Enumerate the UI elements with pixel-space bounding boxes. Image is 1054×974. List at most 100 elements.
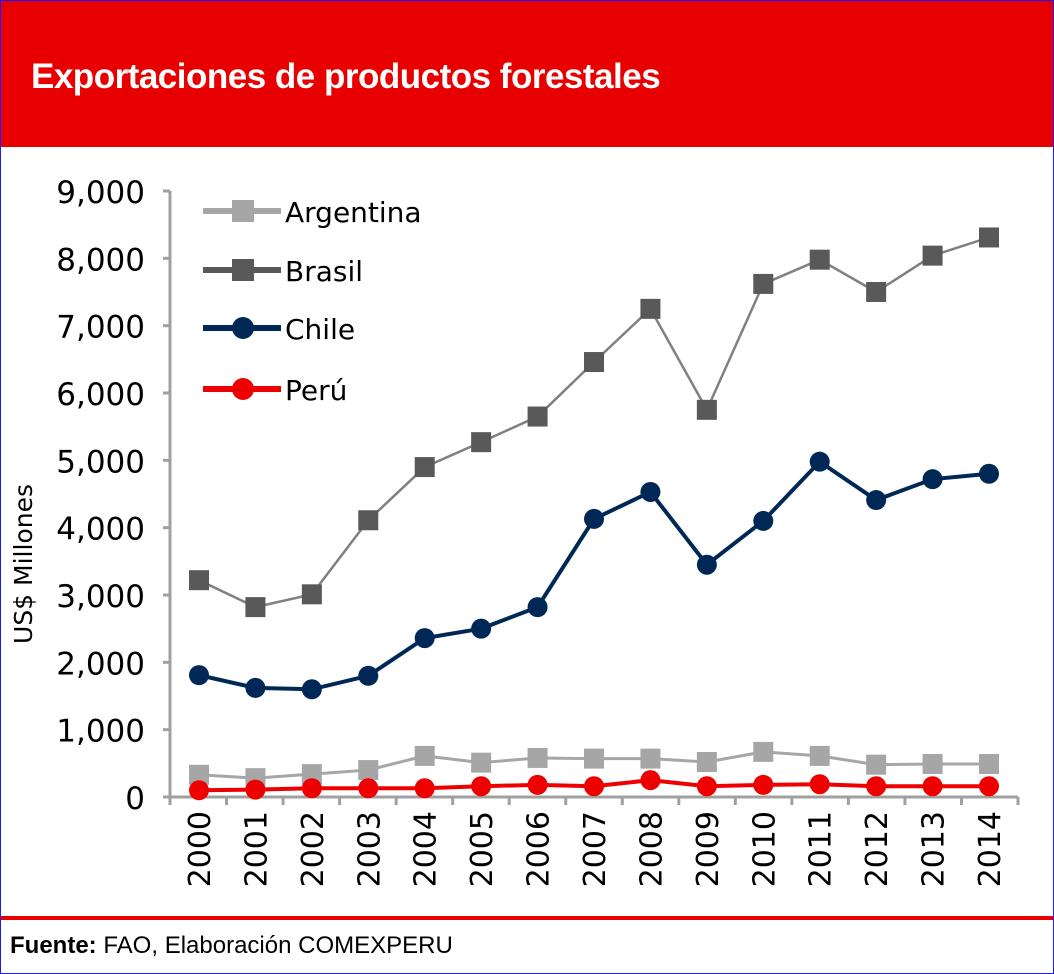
header-banner: Exportaciones de productos forestales bbox=[1, 1, 1053, 147]
data-point-argentina bbox=[696, 751, 717, 772]
data-point-brasil bbox=[471, 432, 492, 453]
x-tick-label: 2006 bbox=[522, 811, 557, 887]
data-point-argentina bbox=[189, 764, 209, 785]
data-point-peru bbox=[696, 776, 717, 797]
data-point-argentina bbox=[301, 764, 322, 785]
y-tick-label: 5,000 bbox=[56, 444, 145, 480]
data-point-peru bbox=[358, 778, 379, 799]
data-point-argentina bbox=[527, 747, 548, 768]
x-tick-label: 2007 bbox=[578, 811, 613, 887]
y-tick-label: 7,000 bbox=[56, 310, 145, 346]
data-point-argentina bbox=[866, 754, 887, 775]
legend-marker-peru bbox=[232, 378, 254, 400]
data-point-peru bbox=[245, 779, 266, 800]
data-point-argentina bbox=[640, 748, 661, 769]
legend-label-chile: Chile bbox=[285, 313, 355, 346]
x-tick-label: 2011 bbox=[804, 811, 839, 887]
data-point-peru bbox=[301, 778, 322, 799]
data-point-brasil bbox=[245, 597, 266, 618]
x-tick-label: 2000 bbox=[183, 811, 218, 887]
source-label: Fuente: bbox=[10, 932, 97, 959]
legend-label-argentina: Argentina bbox=[285, 196, 422, 229]
data-point-brasil bbox=[358, 510, 379, 531]
data-point-peru bbox=[527, 774, 548, 795]
data-point-argentina bbox=[979, 754, 999, 775]
data-point-chile bbox=[866, 490, 887, 511]
data-point-brasil bbox=[301, 584, 322, 605]
line-chart: 0 1,000 2,000 3,000 4,000 5,000 6,000 7,000 8,00… bbox=[9, 175, 1020, 887]
y-tick-label: 6,000 bbox=[56, 377, 145, 413]
data-point-chile bbox=[753, 510, 774, 531]
legend-marker-chile bbox=[232, 317, 254, 339]
data-point-chile bbox=[979, 463, 999, 484]
data-point-chile bbox=[640, 481, 661, 502]
x-tick-label: 2014 bbox=[973, 811, 1008, 887]
data-point-chile bbox=[301, 679, 322, 700]
data-point-peru bbox=[471, 776, 492, 797]
legend-marker-argentina bbox=[232, 200, 254, 222]
data-point-brasil bbox=[922, 245, 943, 266]
source-text: FAO, Elaboración COMEXPERU bbox=[96, 932, 453, 959]
x-tick-label: 2008 bbox=[634, 811, 669, 887]
x-tick-label: 2003 bbox=[352, 811, 387, 887]
y-tick-label: 1,000 bbox=[56, 714, 145, 750]
data-point-argentina bbox=[922, 754, 943, 775]
y-tick-label: 8,000 bbox=[56, 242, 145, 278]
data-point-chile bbox=[245, 677, 266, 698]
data-point-peru bbox=[753, 774, 774, 795]
data-point-brasil bbox=[527, 406, 548, 427]
data-point-brasil bbox=[414, 457, 435, 478]
y-tick-label: 9,000 bbox=[56, 175, 145, 211]
data-point-argentina bbox=[358, 760, 379, 781]
data-point-chile bbox=[358, 665, 379, 686]
data-point-argentina bbox=[584, 748, 604, 769]
data-point-argentina bbox=[414, 745, 435, 766]
legend-marker-brasil bbox=[232, 259, 254, 281]
data-point-chile bbox=[922, 469, 943, 490]
x-tick-label: 2012 bbox=[860, 811, 895, 887]
y-axis-label: US$ Millones bbox=[9, 484, 38, 644]
data-point-chile bbox=[189, 665, 209, 686]
legend-label-brasil: Brasil bbox=[285, 255, 363, 288]
data-point-brasil bbox=[866, 282, 887, 302]
data-point-peru bbox=[640, 770, 661, 791]
x-tick-label: 2004 bbox=[409, 811, 444, 887]
x-tick-label: 2005 bbox=[465, 811, 500, 887]
data-point-brasil bbox=[696, 399, 717, 420]
x-tick-label: 2009 bbox=[691, 811, 726, 887]
data-point-brasil bbox=[753, 273, 774, 294]
data-point-peru bbox=[979, 776, 999, 797]
data-point-brasil bbox=[584, 352, 604, 373]
x-tick-label: 2010 bbox=[747, 811, 782, 887]
data-point-chile bbox=[809, 451, 830, 472]
x-tick-label: 2013 bbox=[917, 811, 952, 887]
y-tick-label: 0 bbox=[125, 781, 145, 817]
footer-divider bbox=[1, 916, 1053, 920]
x-tick-label: 2002 bbox=[296, 811, 331, 887]
data-point-chile bbox=[471, 618, 492, 639]
y-tick-label: 3,000 bbox=[56, 579, 145, 615]
data-point-peru bbox=[866, 776, 887, 797]
data-point-argentina bbox=[471, 752, 492, 773]
data-point-chile bbox=[584, 508, 604, 529]
data-point-brasil bbox=[809, 249, 830, 270]
legend-label-peru: Perú bbox=[285, 374, 347, 407]
data-point-peru bbox=[414, 778, 435, 799]
y-tick-label: 4,000 bbox=[56, 512, 145, 548]
y-tick-label: 2,000 bbox=[56, 646, 145, 682]
data-point-argentina bbox=[809, 745, 830, 766]
data-point-brasil bbox=[189, 570, 209, 591]
data-point-chile bbox=[696, 554, 717, 575]
data-point-peru bbox=[189, 780, 209, 801]
data-point-brasil bbox=[640, 298, 661, 319]
data-point-peru bbox=[584, 776, 604, 797]
chart-title: Exportaciones de productos forestales bbox=[31, 57, 661, 96]
source-note: Fuente: FAO, Elaboración COMEXPERU bbox=[10, 932, 453, 960]
data-point-peru bbox=[922, 776, 943, 797]
data-point-argentina bbox=[753, 741, 774, 762]
data-point-chile bbox=[414, 628, 435, 649]
data-point-chile bbox=[527, 597, 548, 618]
data-point-peru bbox=[809, 774, 830, 795]
x-tick-label: 2001 bbox=[239, 811, 274, 887]
data-point-brasil bbox=[979, 227, 999, 248]
